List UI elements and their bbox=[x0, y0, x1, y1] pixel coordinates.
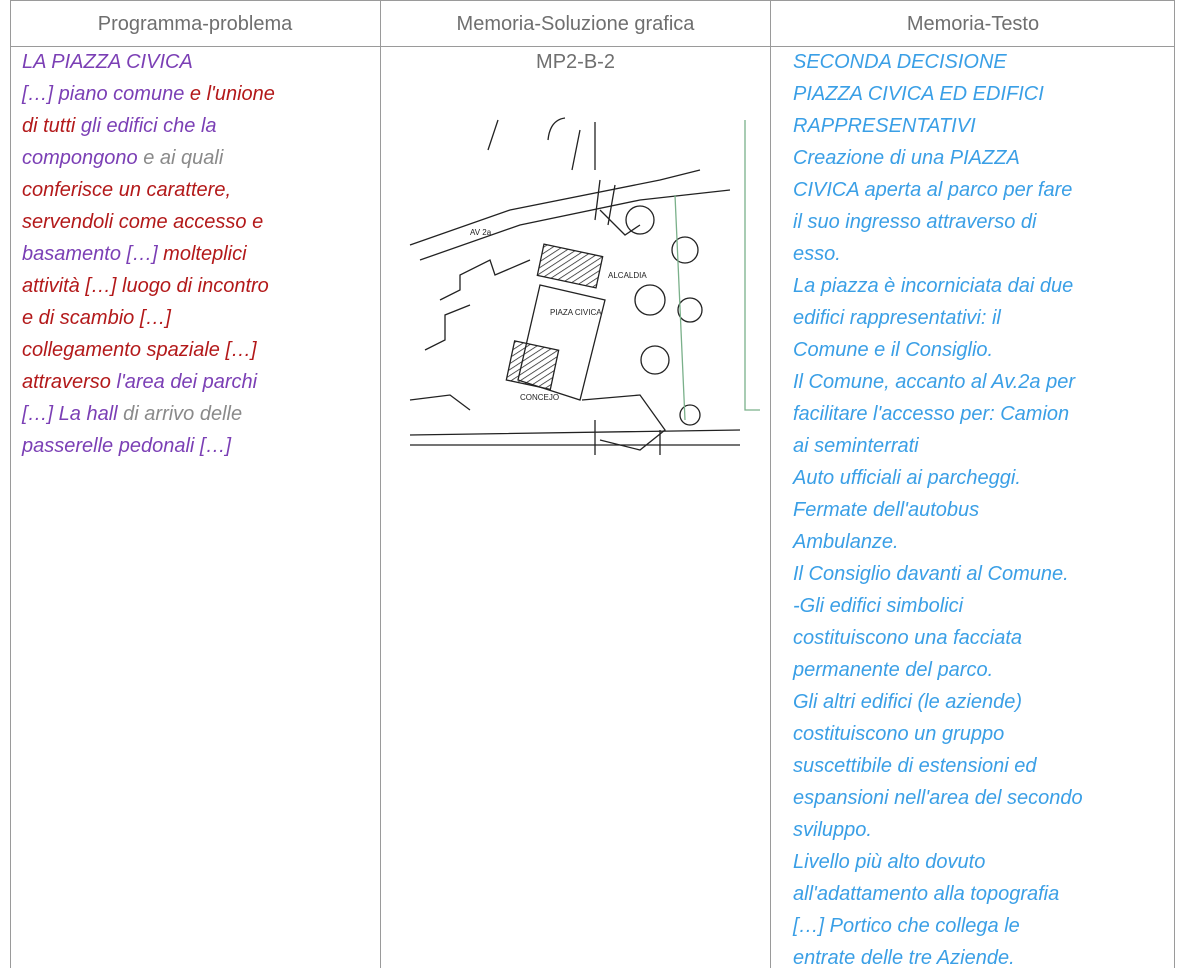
text-line: e di scambio […] bbox=[22, 302, 275, 334]
text-line: facilitare l'accesso per: Camion bbox=[793, 403, 1070, 425]
text-line: Comune e il Consiglio. bbox=[793, 339, 994, 361]
text-segment: […] piano comune bbox=[22, 83, 185, 105]
text-line: RAPPRESENTATIVI bbox=[793, 115, 976, 137]
text-segment: LA PIAZZA CIVICA bbox=[22, 51, 193, 73]
table-frame bbox=[10, 0, 1175, 968]
text-line: Il Comune, accanto al Av.2a per bbox=[793, 371, 1076, 393]
column-divider bbox=[380, 0, 381, 968]
text-line: entrate delle tre Aziende. bbox=[793, 947, 1015, 969]
text-line: -Gli edifici simbolici bbox=[793, 595, 964, 617]
text-segment: attività […] luogo di incontro bbox=[22, 275, 269, 297]
text-line: edifici rappresentativi: il bbox=[793, 307, 1001, 329]
text-line: Fermate dell'autobus bbox=[793, 499, 980, 521]
text-line: Livello più alto dovuto bbox=[793, 851, 986, 873]
sketch-label: MP2-B-2 bbox=[536, 51, 615, 73]
text-segment: servendoli come accesso e bbox=[22, 211, 264, 233]
text-line: collegamento spaziale […] bbox=[22, 334, 275, 366]
text-line: esso. bbox=[793, 243, 841, 265]
text-line: costituiscono un gruppo bbox=[793, 723, 1005, 745]
text-segment: di arrivo delle bbox=[117, 403, 243, 425]
sketch-note: PIAZA CIVICA bbox=[550, 308, 602, 317]
text-line: suscettibile di estensioni ed bbox=[793, 755, 1037, 777]
program-text: LA PIAZZA CIVICA […] piano comune e l'uni… bbox=[22, 46, 275, 462]
column-header: Memoria-Soluzione grafica bbox=[456, 13, 695, 35]
text-segment: collegamento spaziale […] bbox=[22, 339, 257, 361]
column-header: Memoria-Testo bbox=[906, 13, 1040, 35]
text-segment: molteplici bbox=[157, 243, 247, 265]
text-line: basamento […] molteplici bbox=[22, 238, 275, 270]
text-line: […] La hall di arrivo delle bbox=[22, 398, 275, 430]
text-line: ai seminterrati bbox=[793, 435, 919, 457]
text-segment: gli edifici che la bbox=[75, 115, 217, 137]
text-line: di tutti gli edifici che la bbox=[22, 110, 275, 142]
text-segment: di tutti bbox=[22, 115, 76, 137]
text-segment: e ai quali bbox=[137, 147, 224, 169]
text-line: servendoli come accesso e bbox=[22, 206, 275, 238]
text-segment: compongono bbox=[22, 147, 138, 169]
text-line: Il Consiglio davanti al Comune. bbox=[793, 563, 1069, 585]
row-divider bbox=[10, 0, 1175, 1]
text-line: PIAZZA CIVICA ED EDIFICI bbox=[793, 83, 1044, 105]
text-line: sviluppo. bbox=[793, 819, 872, 841]
text-memory: SECONDA DECISIONE PIAZZA CIVICA ED EDIFIC… bbox=[793, 46, 1083, 974]
text-line: attività […] luogo di incontro bbox=[22, 270, 275, 302]
text-line: costituiscono una facciata bbox=[793, 627, 1023, 649]
text-segment: passerelle pedonali […] bbox=[22, 435, 232, 457]
text-line: conferisce un carattere, bbox=[22, 174, 275, 206]
text-segment: basamento […] bbox=[22, 243, 158, 265]
row-divider bbox=[10, 46, 1175, 47]
column-header: Programma-problema bbox=[97, 13, 293, 35]
text-line: SECONDA DECISIONE bbox=[793, 51, 1007, 73]
sketch-note: ALCALDIA bbox=[608, 271, 647, 280]
sketch: AV 2a ALCALDIA PIAZA CIVICA CONCEJO bbox=[409, 117, 760, 455]
text-line: il suo ingresso attraverso di bbox=[793, 211, 1037, 233]
text-line: Ambulanze. bbox=[793, 531, 899, 553]
text-line: permanente del parco. bbox=[793, 659, 994, 681]
text-segment: l'area dei parchi bbox=[110, 371, 258, 393]
text-segment: attraverso bbox=[22, 371, 111, 393]
text-line: all'adattamento alla topografia bbox=[793, 883, 1060, 905]
text-line: Auto ufficiali ai parcheggi. bbox=[793, 467, 1021, 489]
column-divider bbox=[770, 0, 771, 968]
text-segment: e di scambio […] bbox=[22, 307, 171, 329]
text-line: Creazione di una PIAZZA bbox=[793, 147, 1020, 169]
text-line: […] Portico che collega le bbox=[793, 915, 1020, 937]
sketch-note: AV 2a bbox=[470, 228, 492, 237]
text-line: passerelle pedonali […] bbox=[22, 430, 275, 462]
text-line: […] piano comune e l'unione bbox=[22, 78, 275, 110]
text-line: CIVICA aperta al parco per fare bbox=[793, 179, 1073, 201]
text-segment: e l'unione bbox=[184, 83, 275, 105]
text-line: LA PIAZZA CIVICA bbox=[22, 46, 275, 78]
text-line: Gli altri edifici (le aziende) bbox=[793, 691, 1022, 713]
text-line: espansioni nell'area del secondo bbox=[793, 787, 1083, 809]
text-line: compongono e ai quali bbox=[22, 142, 275, 174]
text-line: La piazza è incorniciata dai due bbox=[793, 275, 1074, 297]
sketch-note: CONCEJO bbox=[520, 393, 559, 402]
text-line: attraverso l'area dei parchi bbox=[22, 366, 275, 398]
text-segment: conferisce un carattere, bbox=[22, 179, 231, 201]
text-segment: […] La hall bbox=[22, 403, 118, 425]
